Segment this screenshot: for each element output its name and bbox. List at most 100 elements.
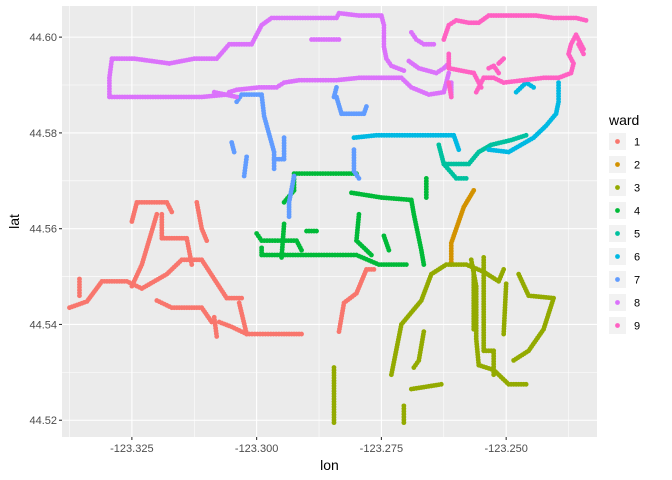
legend-swatch: [615, 277, 620, 282]
data-point: [129, 283, 135, 289]
legend-swatch: [615, 300, 620, 305]
legend-item-ward-1: 1: [609, 133, 640, 150]
data-point: [204, 238, 210, 244]
data-point: [491, 372, 497, 378]
data-point: [471, 326, 477, 332]
data-point: [281, 135, 287, 141]
data-point: [583, 17, 589, 23]
legend-label: 6: [634, 252, 640, 264]
data-point: [386, 247, 392, 253]
legend-item-ward-2: 2: [609, 156, 640, 173]
data-points: [67, 10, 589, 426]
legend: ward 1 2 3 4 5 6 7 8 9: [608, 112, 640, 334]
data-point: [471, 187, 477, 193]
data-point: [169, 209, 175, 215]
legend-label: 3: [634, 183, 640, 195]
plot-panel: [62, 6, 597, 437]
series-ward-6: [351, 80, 561, 155]
data-point: [438, 381, 444, 387]
data-point: [501, 56, 507, 62]
legend-item-ward-3: 3: [609, 179, 640, 196]
legend-item-ward-7: 7: [609, 271, 640, 288]
legend-swatch: [615, 231, 620, 236]
series-ward-4: [254, 171, 429, 267]
data-point: [231, 149, 237, 155]
data-point: [421, 262, 427, 267]
y-tick-label: 44.60: [29, 32, 57, 44]
data-point: [463, 176, 469, 181]
data-point: [401, 403, 407, 409]
data-point: [511, 357, 517, 363]
legend-items: 1 2 3 4 5 6 7 8 9: [609, 133, 640, 334]
legend-swatch: [615, 254, 620, 259]
series-ward-3: [331, 255, 556, 426]
data-point: [581, 51, 586, 57]
legend-swatch: [615, 162, 620, 167]
legend-item-ward-6: 6: [609, 248, 640, 265]
series-ward-7: [229, 85, 369, 220]
legend-label: 1: [634, 137, 640, 149]
series-ward-9: [441, 13, 589, 100]
data-point: [77, 276, 82, 282]
legend-item-ward-9: 9: [609, 317, 640, 334]
x-axis-title: lon: [320, 457, 339, 473]
data-point: [331, 365, 337, 370]
x-tick-label: -123.250: [484, 443, 527, 455]
data-point: [496, 70, 502, 76]
data-point: [531, 85, 537, 90]
legend-item-ward-5: 5: [609, 225, 640, 242]
data-point: [423, 176, 429, 181]
data-point: [331, 94, 337, 100]
legend-label: 9: [634, 321, 640, 333]
data-point: [189, 262, 195, 267]
legend-swatch: [615, 208, 620, 213]
x-tick-label: -123.275: [360, 443, 403, 455]
legend-item-ward-4: 4: [609, 202, 640, 219]
y-tick-label: 44.58: [29, 128, 57, 140]
data-point: [299, 331, 304, 337]
x-tick-label: -123.300: [235, 443, 278, 455]
legend-label: 8: [634, 298, 640, 310]
data-point: [356, 211, 362, 217]
data-point: [241, 173, 247, 179]
data-point: [356, 176, 362, 181]
data-point: [371, 266, 377, 272]
legend-label: 7: [634, 275, 640, 287]
x-tick-label: -123.325: [110, 443, 153, 455]
data-point: [501, 266, 507, 272]
data-point: [431, 41, 437, 47]
series-ward-5: [436, 132, 529, 181]
data-point: [411, 365, 417, 370]
data-point: [523, 132, 529, 138]
legend-swatch: [615, 185, 620, 190]
data-point: [271, 166, 277, 172]
data-point: [364, 104, 369, 109]
legend-title: ward: [608, 112, 639, 128]
legend-item-ward-8: 8: [609, 294, 640, 311]
data-point: [234, 94, 240, 100]
y-tick-label: 44.56: [29, 224, 57, 236]
data-point: [481, 75, 487, 81]
y-tick-label: 44.52: [29, 415, 57, 427]
legend-label: 2: [634, 160, 640, 172]
data-point: [448, 94, 454, 100]
series-ward-2: [448, 187, 477, 267]
x-axis-ticks: -123.325 -123.300 -123.275 -123.250: [110, 437, 528, 455]
data-point: [281, 221, 287, 227]
minor-gridlines: [62, 6, 597, 437]
data-point: [214, 334, 220, 339]
series-ward-1: [67, 199, 377, 339]
data-point: [401, 68, 407, 74]
data-point: [244, 331, 250, 337]
data-point: [336, 37, 342, 42]
legend-swatch: [615, 139, 620, 144]
data-point: [239, 295, 245, 301]
y-axis-title: lat: [6, 214, 22, 229]
data-point: [456, 147, 462, 153]
data-point: [523, 381, 529, 387]
legend-swatch: [615, 323, 620, 328]
data-point: [446, 70, 452, 76]
data-point: [501, 331, 507, 337]
data-point: [314, 228, 319, 234]
